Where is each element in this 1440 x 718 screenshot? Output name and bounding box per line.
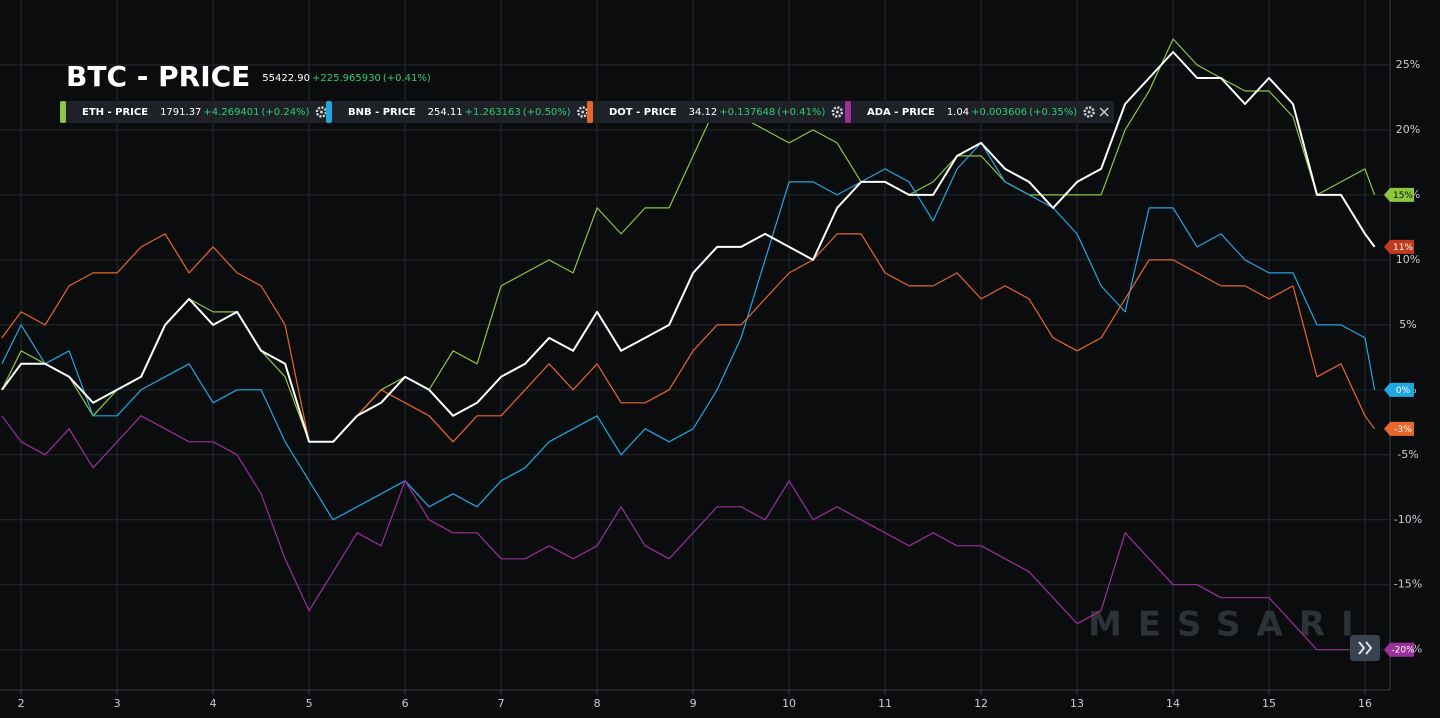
end-tag xyxy=(1384,187,1414,202)
x-tick-label: 11 xyxy=(878,697,892,710)
legend-change-pct: (+0.41%) xyxy=(777,107,825,118)
x-tick-label: 7 xyxy=(498,697,505,710)
x-tick-label: 13 xyxy=(1070,697,1084,710)
y-tick-label: 20% xyxy=(1396,123,1420,136)
series-line xyxy=(1,233,1376,443)
settings-icon[interactable] xyxy=(1083,106,1095,118)
legend-item[interactable]: ETH - PRICE 1791.37 +4.269401 (+0.24%) xyxy=(60,101,347,123)
legend-name: ETH - PRICE xyxy=(82,107,148,118)
x-tick-label: 9 xyxy=(690,697,697,710)
settings-icon-core xyxy=(319,110,323,114)
legend-price: 254.11 xyxy=(428,107,463,118)
end-tag-label: 11% xyxy=(1393,243,1413,253)
x-tick-label: 8 xyxy=(594,697,601,710)
x-tick-label: 6 xyxy=(402,697,409,710)
legend-name: ADA - PRICE xyxy=(867,107,935,118)
series-line xyxy=(1,415,1375,651)
legend-item-bg xyxy=(60,101,347,123)
scroll-button[interactable] xyxy=(1350,635,1380,661)
series-line xyxy=(1,38,1376,443)
legend-change-pct: (+0.24%) xyxy=(262,107,310,118)
legend-item[interactable]: ADA - PRICE 1.04 +0.003606 (+0.35%) xyxy=(845,101,1115,123)
series-line xyxy=(1,142,1376,521)
legend-item[interactable]: BNB - PRICE 254.11 +1.263163 (+0.50%) xyxy=(326,101,608,123)
legend-name: BNB - PRICE xyxy=(348,107,416,118)
legend-change-pct: (+0.41%) xyxy=(383,73,431,84)
x-tick-label: 10 xyxy=(782,697,796,710)
settings-icon[interactable] xyxy=(315,106,328,118)
y-tick-label: 10% xyxy=(1396,253,1420,266)
end-tag-label: -3% xyxy=(1394,425,1412,435)
x-tick-label: 14 xyxy=(1166,697,1180,710)
end-tag-label: 15% xyxy=(1393,191,1413,201)
legend-item-bg xyxy=(326,101,608,123)
y-tick-label: -5% xyxy=(1397,448,1418,461)
x-tick-label: 15 xyxy=(1262,697,1276,710)
x-tick-label: 3 xyxy=(114,697,121,710)
legend-change-pct: (+0.35%) xyxy=(1029,107,1077,118)
x-tick-label: 5 xyxy=(306,697,313,710)
x-tick-label: 16 xyxy=(1358,697,1372,710)
settings-icon-core xyxy=(1087,110,1091,114)
legend-change: +4.269401 xyxy=(203,107,259,118)
legend-price: 1.04 xyxy=(947,107,969,118)
legend-change: +1.263163 xyxy=(465,107,521,118)
legend-price: 34.12 xyxy=(689,107,718,118)
chart-title: BTC - PRICE xyxy=(66,60,250,93)
y-tick-label: 25% xyxy=(1396,58,1420,71)
legend: BTC - PRICE 55422.90 +225.965930 (+0.41%)ET… xyxy=(60,60,1115,123)
y-tick-label: -15% xyxy=(1394,578,1422,591)
settings-icon-core xyxy=(835,110,839,114)
legend-item[interactable]: DOT - PRICE 34.12 +0.137648 (+0.41%) xyxy=(587,101,863,123)
legend-item-bg xyxy=(845,101,1115,123)
settings-icon[interactable] xyxy=(831,106,844,118)
series-line xyxy=(1,51,1376,443)
end-tag xyxy=(1384,382,1414,397)
x-tick-label: 2 xyxy=(18,697,25,710)
legend-price: 55422.90 xyxy=(262,73,310,84)
watermark: MESSARI xyxy=(1088,605,1370,645)
scroll-icon xyxy=(1358,641,1373,655)
grid xyxy=(0,0,1390,690)
end-tag xyxy=(1384,239,1414,254)
legend-name: DOT - PRICE xyxy=(609,107,677,118)
legend-change: +225.965930 xyxy=(312,73,381,84)
end-tag-label: 0% xyxy=(1396,386,1411,396)
legend-price: 1791.37 xyxy=(160,107,201,118)
end-tags: 11% 15% 0% -3% -20% xyxy=(1384,187,1415,657)
settings-icon-core xyxy=(581,110,585,114)
y-tick-label: -10% xyxy=(1394,513,1422,526)
legend-change-pct: (+0.50%) xyxy=(523,107,571,118)
x-tick-label: 12 xyxy=(974,697,988,710)
end-tag xyxy=(1384,421,1414,436)
lines xyxy=(1,38,1376,651)
y-tick-label: 5% xyxy=(1399,318,1416,331)
legend-change: +0.003606 xyxy=(971,107,1027,118)
legend-item-bg xyxy=(587,101,863,123)
legend-swatch xyxy=(60,101,66,123)
remove-icon[interactable] xyxy=(1099,107,1109,117)
legend-swatch xyxy=(845,101,851,123)
legend-change: +0.137648 xyxy=(719,107,775,118)
legend-swatch xyxy=(587,101,593,123)
end-tag-label: -20% xyxy=(1391,646,1415,656)
legend-swatch xyxy=(326,101,332,123)
x-tick-label: 4 xyxy=(210,697,217,710)
end-tag xyxy=(1384,642,1414,657)
